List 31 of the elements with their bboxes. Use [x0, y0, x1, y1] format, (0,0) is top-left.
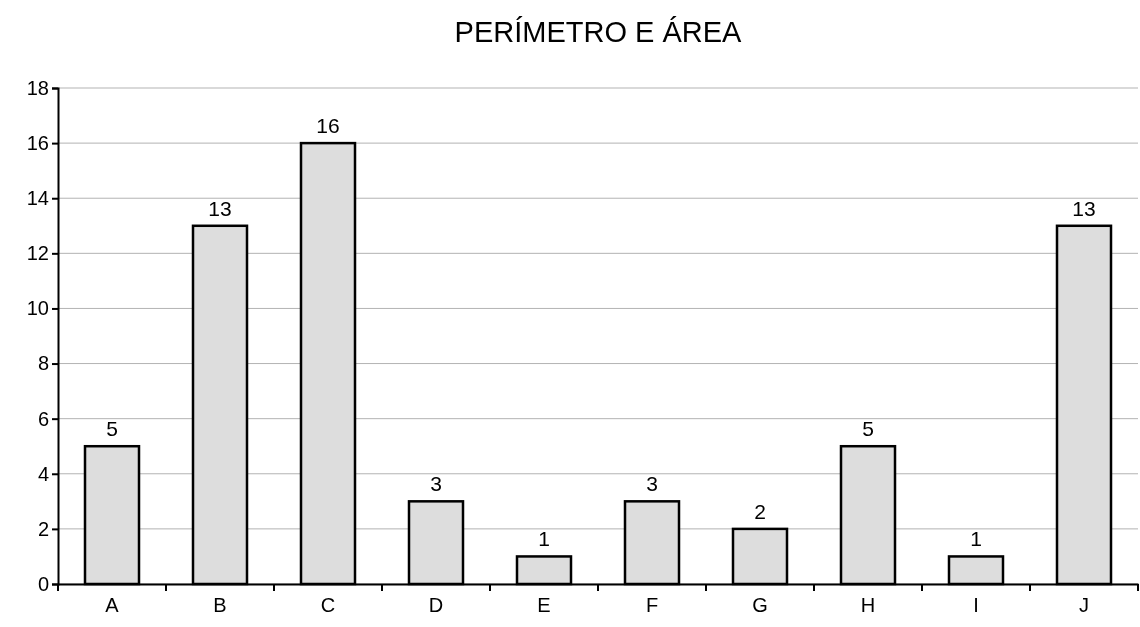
- data-label: 13: [1072, 196, 1096, 220]
- x-tick-label: B: [213, 594, 227, 617]
- y-tick-label: 10: [26, 297, 49, 320]
- y-tick-label: 16: [26, 132, 49, 155]
- data-label: 1: [970, 527, 982, 551]
- y-tick-label: 2: [37, 517, 49, 540]
- x-tick-label: G: [752, 594, 768, 617]
- data-label: 2: [754, 499, 766, 523]
- data-label: 1: [538, 527, 550, 551]
- x-tick-label: D: [428, 594, 444, 617]
- x-tick-label: E: [537, 594, 551, 617]
- x-tick-label: I: [973, 594, 979, 617]
- y-tick-label: 0: [37, 572, 49, 595]
- chart-title: PERÍMETRO E ÁREA: [454, 16, 743, 48]
- data-label: 13: [208, 196, 232, 220]
- y-tick-label: 4: [37, 462, 49, 485]
- y-tick-label: 6: [37, 407, 49, 430]
- data-label: 16: [316, 114, 340, 138]
- y-tick-label: 18: [26, 76, 49, 99]
- data-label: 3: [430, 472, 442, 496]
- data-label: 5: [106, 417, 118, 441]
- x-tick-label: F: [645, 594, 659, 617]
- data-label: 3: [646, 472, 658, 496]
- x-tick-label: H: [860, 594, 876, 617]
- y-tick-label: 12: [26, 242, 49, 265]
- x-tick-label: J: [1079, 594, 1089, 617]
- y-tick-label: 8: [37, 352, 49, 375]
- x-tick-label: C: [320, 594, 336, 617]
- y-tick-label: 14: [26, 187, 49, 210]
- data-label: 5: [862, 417, 874, 441]
- x-tick-label: A: [105, 594, 120, 617]
